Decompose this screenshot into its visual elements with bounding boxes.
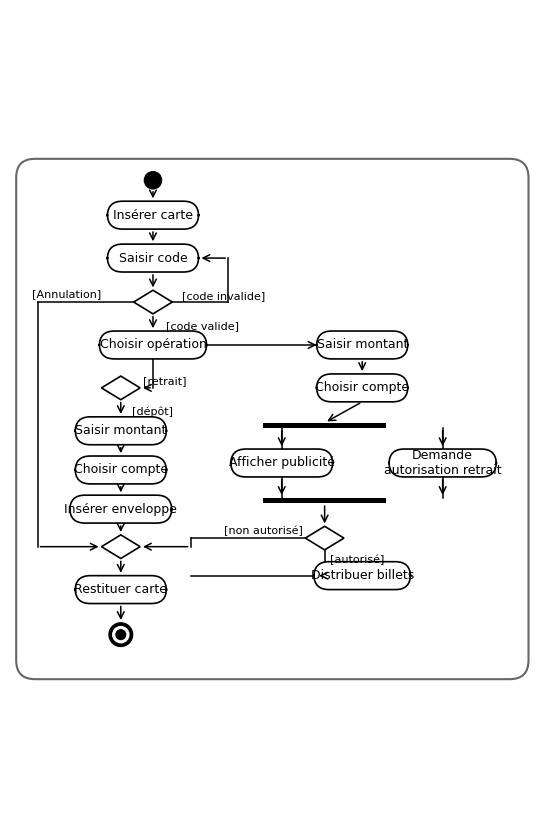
Text: Choisir compte: Choisir compte bbox=[74, 463, 168, 477]
FancyBboxPatch shape bbox=[70, 495, 172, 523]
Polygon shape bbox=[134, 290, 172, 314]
Polygon shape bbox=[101, 376, 140, 400]
Bar bbox=[263, 498, 386, 504]
Circle shape bbox=[144, 172, 162, 189]
Circle shape bbox=[113, 627, 129, 643]
FancyBboxPatch shape bbox=[317, 331, 408, 359]
Text: [non autorisé]: [non autorisé] bbox=[224, 525, 302, 535]
Text: Saisir montant: Saisir montant bbox=[317, 339, 408, 351]
Text: [autorisé]: [autorisé] bbox=[330, 555, 384, 565]
FancyBboxPatch shape bbox=[16, 159, 528, 679]
Text: Afficher publicité: Afficher publicité bbox=[229, 457, 335, 469]
FancyBboxPatch shape bbox=[107, 244, 198, 272]
FancyBboxPatch shape bbox=[314, 561, 410, 590]
Text: Restituer carte: Restituer carte bbox=[74, 583, 167, 596]
Text: Insérer enveloppe: Insérer enveloppe bbox=[64, 503, 177, 515]
Circle shape bbox=[109, 623, 133, 646]
FancyBboxPatch shape bbox=[107, 201, 198, 229]
Text: [Annulation]: [Annulation] bbox=[33, 290, 101, 299]
Text: Distribuer billets: Distribuer billets bbox=[311, 569, 414, 582]
FancyBboxPatch shape bbox=[75, 576, 166, 603]
FancyBboxPatch shape bbox=[99, 331, 207, 359]
Text: Saisir code: Saisir code bbox=[119, 251, 188, 265]
Polygon shape bbox=[305, 526, 344, 550]
Text: [retrait]: [retrait] bbox=[143, 376, 186, 386]
Circle shape bbox=[116, 630, 126, 639]
Text: Demande
autorisation retrait: Demande autorisation retrait bbox=[384, 449, 501, 477]
Text: Choisir compte: Choisir compte bbox=[315, 381, 409, 395]
Text: Insérer carte: Insérer carte bbox=[113, 209, 193, 222]
Text: Saisir montant: Saisir montant bbox=[75, 424, 166, 437]
FancyBboxPatch shape bbox=[75, 456, 166, 484]
FancyBboxPatch shape bbox=[75, 416, 166, 445]
Polygon shape bbox=[101, 535, 140, 558]
Bar bbox=[263, 422, 386, 428]
Text: Choisir opération: Choisir opération bbox=[100, 339, 207, 351]
FancyBboxPatch shape bbox=[389, 449, 496, 477]
FancyBboxPatch shape bbox=[231, 449, 333, 477]
Text: [code invalide]: [code invalide] bbox=[183, 291, 266, 301]
Text: [code valide]: [code valide] bbox=[166, 321, 240, 331]
Text: [dépôt]: [dépôt] bbox=[132, 406, 172, 416]
FancyBboxPatch shape bbox=[317, 374, 408, 402]
